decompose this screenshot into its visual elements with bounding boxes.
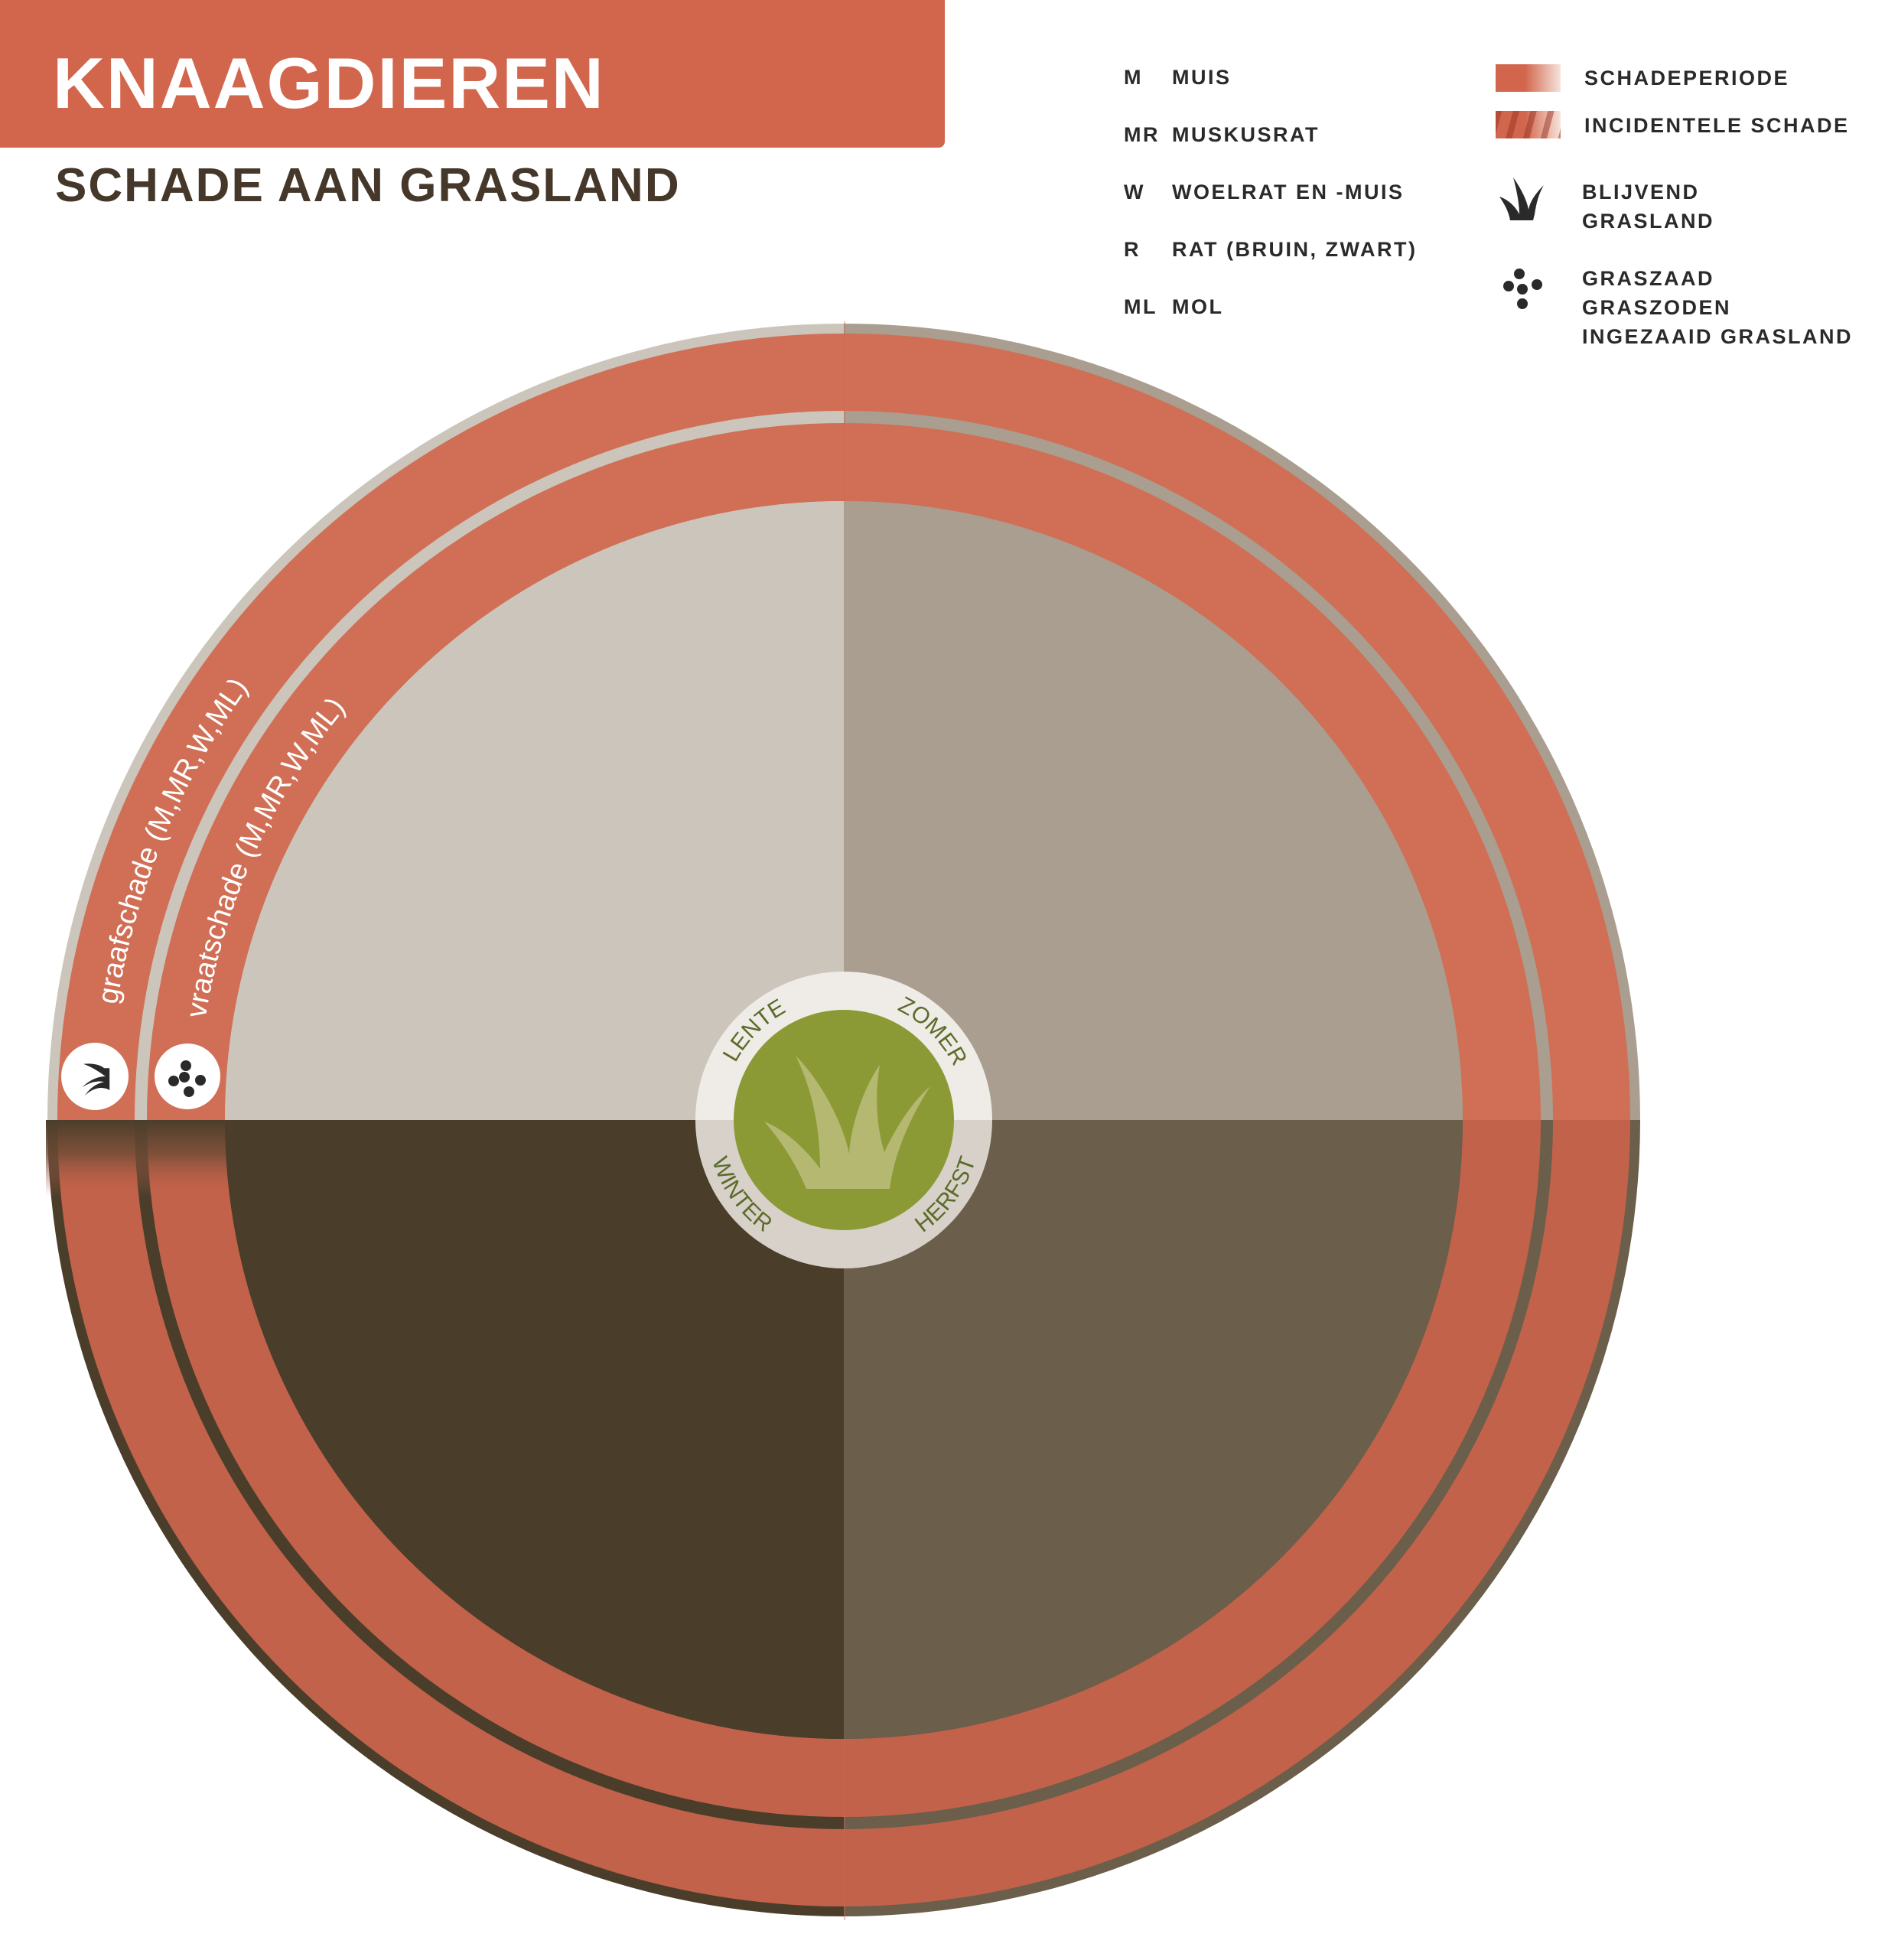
inner-quadrant-winter — [225, 1120, 844, 1739]
legend-name: MOL — [1172, 295, 1224, 318]
ring-graafschade-bottom — [57, 1120, 1630, 1906]
legend-seed-1: GRASZAAD — [1582, 267, 1714, 290]
legend-abbr: MR — [1124, 123, 1160, 146]
page-title: KNAAGDIEREN — [53, 43, 605, 123]
inner-quadrant-summer — [844, 501, 1463, 1120]
ring-seeds-icon — [155, 1043, 220, 1109]
ring-grass-icon — [61, 1043, 129, 1110]
incidental-damage-swatch — [1496, 111, 1561, 138]
legend-permanent-grassland-2: GRASLAND — [1582, 210, 1714, 233]
inner-quadrant-spring — [225, 501, 844, 1120]
ring-vraatschade-top — [147, 423, 1541, 1120]
center-grass-icon — [764, 1056, 930, 1189]
legend-damage-period: SCHADEPERIODE — [1584, 67, 1790, 90]
legend-name: WOELRAT EN -MUIS — [1172, 181, 1405, 203]
title-banner — [0, 0, 945, 148]
legend-abbr: R — [1124, 238, 1141, 261]
transition-fade — [46, 1120, 245, 1197]
legend-abbr: W — [1124, 181, 1145, 203]
legend-name: RAT (BRUIN, ZWART) — [1172, 238, 1418, 261]
grass-icon — [1499, 177, 1544, 220]
season-hub: LENTE ZOMER WINTER HERFST — [695, 972, 992, 1268]
legend-seed-3: INGEZAAID GRASLAND — [1582, 325, 1853, 348]
damage-period-swatch — [1496, 64, 1561, 92]
legend-permanent-grassland-1: BLIJVEND — [1582, 181, 1700, 203]
legend-abbr: ML — [1124, 295, 1157, 318]
legend-name: MUIS — [1172, 66, 1232, 89]
legend-seed-2: GRASZODEN — [1582, 296, 1732, 319]
page-subtitle: SCHADE AAN GRASLAND — [55, 159, 681, 212]
ring-vraatschade-bottom — [147, 1120, 1541, 1817]
legend-abbr: M — [1124, 66, 1143, 89]
legend-name: MUSKUSRAT — [1172, 123, 1320, 146]
ring-graafschade-top — [57, 334, 1630, 1120]
inner-quadrant-autumn — [844, 1120, 1463, 1739]
seeds-icon — [1503, 269, 1542, 309]
legend-incidental-damage: INCIDENTELE SCHADE — [1584, 114, 1850, 137]
